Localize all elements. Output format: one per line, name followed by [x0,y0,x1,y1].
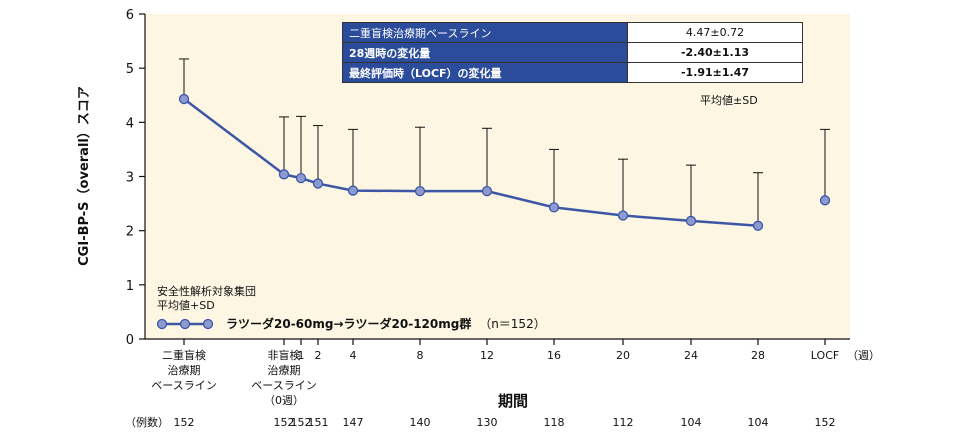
n-label: （例数） [125,415,169,429]
y-tick-label: 4 [126,116,134,131]
data-point [295,172,307,184]
data-point [617,210,629,221]
summary-value: -2.40±1.13 [627,42,803,63]
summary-label: 28週時の変化量 [342,42,628,63]
n-value: 118 [544,416,565,429]
summary-row: 二重盲検治療期ベースライン 4.47±0.72 [342,22,803,43]
x-tick-label: 治療期 [268,363,301,377]
y-tick-label: 5 [126,62,134,77]
summary-row: 最終評価時（LOCF）の変化量 -1.91±1.47 [342,62,803,83]
data-point [819,195,831,206]
data-point [414,185,426,197]
x-tick-label: 8 [417,349,424,362]
summary-note: 平均値±SD [700,94,758,107]
x-tick-label: 二重盲検 [162,348,206,362]
legend-stat: 平均値+SD [157,299,215,312]
data-points [178,93,831,231]
legend-marker-3 [202,318,214,330]
summary-value: 4.47±0.72 [627,22,803,43]
x-unit-label: （週） [847,349,880,362]
y-axis-ticks: 0 1 2 3 4 5 6 [126,8,145,348]
n-value: 147 [343,416,364,429]
x-tick-label: 16 [547,349,561,362]
x-tick-label: ベースライン [251,379,316,392]
data-point [347,185,359,196]
data-point [312,178,324,189]
summary-table: 二重盲検治療期ベースライン 4.47±0.72 28週時の変化量 -2.40±1… [342,22,803,83]
x-tick-label: 12 [480,349,494,362]
x-tick-label: LOCF [811,349,839,362]
legend-n: （n＝152） [479,317,546,331]
x-tick-label: 28 [751,349,765,362]
x-tick-label: 非盲検 [268,348,301,362]
n-value: 151 [308,416,329,429]
n-value: 152 [815,416,836,429]
x-tick-label: （0週） [264,394,304,407]
y-axis-label: CGI-BP-S（overall）スコア [76,86,92,266]
y-tick-label: 6 [126,8,134,23]
n-value: 152 [174,416,195,429]
x-tick-label: 2 [315,349,322,362]
n-value: 104 [681,416,702,429]
legend-group: 安全性解析対象集団 [157,284,256,298]
data-point [278,169,290,180]
x-axis-label: 期間 [498,392,528,410]
legend-label: ラツーダ20-60mg→ラツーダ20-120mg群 （n＝152） [226,316,546,331]
legend-series-name: ラツーダ20-60mg→ラツーダ20-120mg群 [226,316,471,331]
summary-row: 28週時の変化量 -2.40±1.13 [342,42,803,63]
summary-label: 最終評価時（LOCF）の変化量 [342,62,628,83]
n-value: 152 [291,416,312,429]
n-value: 140 [410,416,431,429]
summary-value: -1.91±1.47 [627,62,803,83]
y-tick-label: 3 [126,171,134,186]
n-value: 104 [748,416,769,429]
n-value: 130 [477,416,498,429]
y-tick-label: 0 [126,333,134,348]
x-tick-label: 1 [298,349,305,362]
y-tick-label: 2 [126,225,134,240]
data-point [481,185,493,197]
data-point [548,202,560,213]
x-tick-label: 治療期 [168,363,201,377]
legend-marker-2 [179,318,191,330]
error-bars [179,58,830,226]
x-tick-label: ベースライン [151,379,216,392]
data-point [178,93,190,105]
x-tick-label: 24 [684,349,698,362]
data-point [685,215,697,227]
n-value: 112 [613,416,634,429]
legend-marker-1 [156,318,168,330]
x-tick-label: 4 [350,349,357,362]
data-point [752,220,764,231]
n-value: 152 [274,416,295,429]
x-tick-label: 20 [616,349,630,362]
y-tick-label: 1 [126,279,134,294]
summary-label: 二重盲検治療期ベースライン [342,22,628,43]
